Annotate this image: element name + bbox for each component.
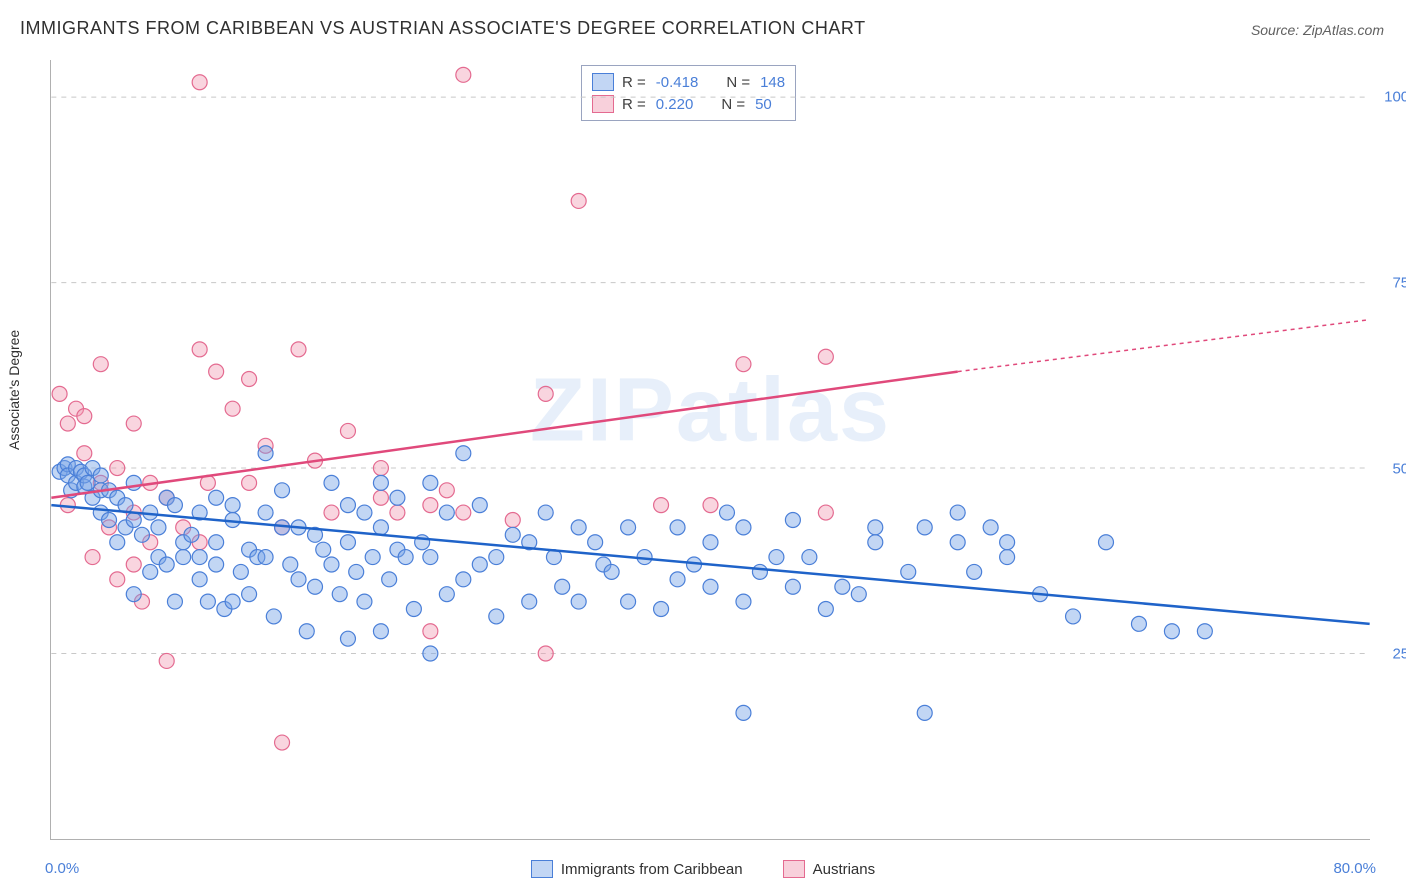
y-axis-tick-label: 100.0% xyxy=(1384,89,1406,106)
legend-label-blue: Immigrants from Caribbean xyxy=(561,861,743,878)
chart-source: Source: ZipAtlas.com xyxy=(1251,22,1384,38)
y-axis-tick-label: 50.0% xyxy=(1392,460,1406,477)
plot-area: ZIPatlas R = -0.418 N = 148 R = 0.220 N … xyxy=(50,60,1370,840)
legend-label-pink: Austrians xyxy=(813,861,876,878)
y-axis-tick-label: 75.0% xyxy=(1392,274,1406,291)
chart-title: IMMIGRANTS FROM CARIBBEAN VS AUSTRIAN AS… xyxy=(20,18,866,39)
legend-item-pink: Austrians xyxy=(783,860,876,878)
chart-svg xyxy=(51,60,1370,839)
swatch-pink-icon xyxy=(783,860,805,878)
chart-container: IMMIGRANTS FROM CARIBBEAN VS AUSTRIAN AS… xyxy=(0,0,1406,892)
swatch-blue-icon xyxy=(531,860,553,878)
legend-item-blue: Immigrants from Caribbean xyxy=(531,860,743,878)
y-axis-tick-label: 25.0% xyxy=(1392,646,1406,663)
bottom-legend: Immigrants from Caribbean Austrians xyxy=(0,860,1406,878)
y-axis-label: Associate's Degree xyxy=(6,330,22,450)
